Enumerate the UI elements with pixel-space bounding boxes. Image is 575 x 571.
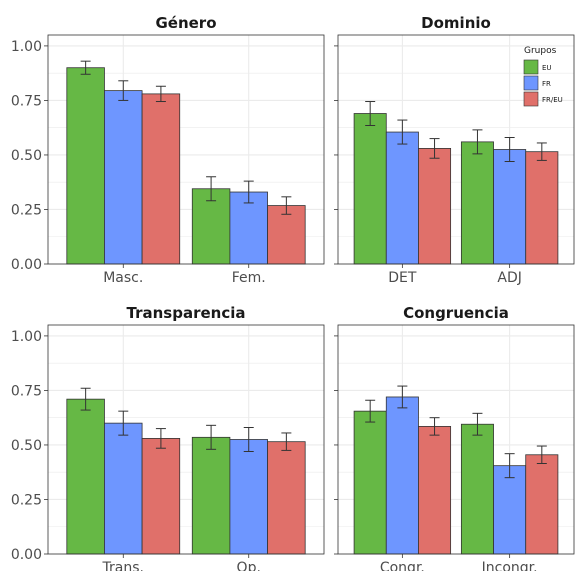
- y-tick-label: 0.75: [11, 93, 42, 109]
- panel-title: Congruencia: [403, 304, 509, 322]
- error-bar: [118, 410, 129, 436]
- bar-fr-eu-trans: [141, 438, 181, 555]
- legend-swatch: [523, 59, 539, 75]
- error-bar: [397, 385, 408, 409]
- panel-3: 0.00 0.25 0.50 0.75 1.00 Trans. Op. Transparenc…: [11, 304, 325, 571]
- bar-fr-trans: [104, 422, 143, 555]
- bar-fr-congr: [385, 396, 419, 555]
- bar-eu-fem: [191, 188, 231, 265]
- error-bar: [243, 427, 254, 452]
- error-bar: [206, 424, 217, 450]
- bar-fr-eu-det: [418, 148, 452, 265]
- panel-border: [47, 34, 325, 265]
- bar-fr-incongr: [493, 465, 527, 555]
- error-bar: [429, 138, 440, 159]
- panel-title: Dominio: [421, 14, 491, 32]
- error-bar: [365, 399, 376, 423]
- error-bar: [472, 412, 483, 436]
- y-tick-label: 0.25: [11, 492, 42, 508]
- error-bar: [155, 85, 166, 103]
- bar-eu-congr: [353, 410, 387, 555]
- panel-title: Género: [155, 14, 216, 32]
- error-bar: [429, 417, 440, 436]
- bar-fr-eu-masc: [141, 93, 181, 265]
- error-bar: [504, 453, 515, 479]
- error-bar: [281, 432, 292, 451]
- bar-eu-trans: [66, 398, 105, 555]
- panel-border: [337, 34, 575, 265]
- x-tick-label: DET: [388, 270, 417, 286]
- legend-swatch: [523, 75, 539, 91]
- x-tick-label: Op.: [237, 560, 261, 571]
- legend-label: EU: [542, 64, 552, 72]
- panel-title: Transparencia: [127, 304, 246, 322]
- error-bar: [206, 176, 217, 202]
- error-bar: [80, 60, 91, 75]
- error-bar: [80, 387, 91, 411]
- x-tick-label: ADJ: [497, 270, 522, 286]
- bar-fr-masc: [104, 90, 143, 265]
- legend-title: Grupos: [524, 46, 557, 56]
- legend-label: FR: [542, 80, 551, 88]
- y-tick-label: 0.75: [11, 383, 42, 399]
- panel-1: 0.00 0.25 0.50 0.75 1.00 Masc. Fem. Género: [11, 14, 325, 286]
- y-tick-label: 0.00: [11, 257, 42, 273]
- bar-fr-adj: [493, 149, 527, 265]
- error-bar: [243, 180, 254, 204]
- error-bar: [397, 119, 408, 145]
- panel-border: [47, 324, 325, 555]
- x-tick-label: Masc.: [103, 270, 143, 286]
- bar-fr-eu-op: [267, 441, 306, 555]
- y-tick-label: 1.00: [11, 329, 42, 345]
- y-tick-label: 0.00: [11, 547, 42, 563]
- x-tick-label: Trans.: [102, 560, 144, 571]
- bar-fr-det: [385, 131, 419, 265]
- bar-fr-fem: [229, 191, 268, 265]
- y-tick-label: 0.50: [11, 438, 42, 454]
- bar-eu-incongr: [460, 423, 494, 555]
- y-tick-label: 0.50: [11, 148, 42, 164]
- legend: Grupos EU FR FR/EU: [523, 46, 563, 107]
- error-bar: [536, 142, 547, 161]
- bar-eu-adj: [460, 141, 494, 265]
- x-tick-label: Congr.: [380, 560, 425, 571]
- bar-eu-det: [353, 113, 387, 265]
- panel-border: [337, 324, 575, 555]
- error-bar: [472, 129, 483, 155]
- bar-fr-eu-incongr: [525, 454, 559, 555]
- legend-swatch: [523, 91, 539, 107]
- error-bar: [155, 428, 166, 449]
- error-bar: [118, 80, 129, 101]
- y-tick-label: 1.00: [11, 39, 42, 55]
- bar-eu-masc: [66, 67, 105, 265]
- bar-fr-eu-adj: [525, 151, 559, 265]
- bar-eu-op: [191, 436, 231, 555]
- error-bar: [365, 101, 376, 127]
- bar-fr-eu-congr: [418, 426, 452, 555]
- error-bar: [504, 137, 515, 162]
- panel-4: Congr. Incongr. Congruencia: [334, 304, 575, 571]
- x-tick-label: Incongr.: [482, 560, 538, 571]
- error-bar: [281, 196, 292, 215]
- x-tick-label: Fem.: [232, 270, 266, 286]
- legend-label: FR/EU: [542, 96, 563, 104]
- y-tick-label: 0.25: [11, 202, 42, 218]
- bar-fr-eu-fem: [267, 205, 306, 265]
- bar-fr-op: [229, 439, 268, 555]
- error-bar: [536, 445, 547, 464]
